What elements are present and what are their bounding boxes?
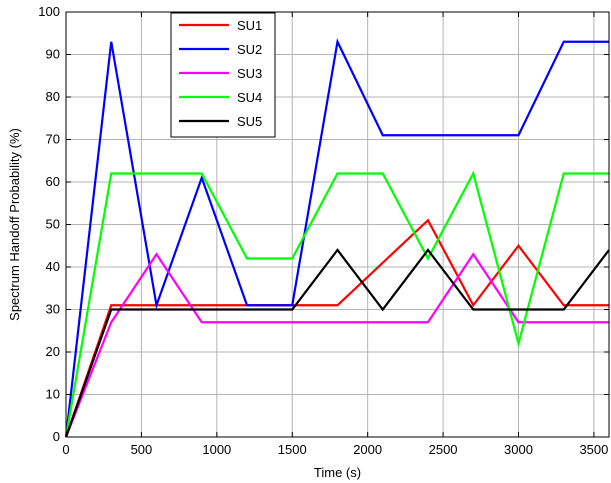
- y-tick-label: 60: [46, 174, 60, 189]
- legend: SU1 SU2 SU3 SU4 SU5: [170, 12, 276, 138]
- x-tick-label: 3000: [504, 442, 533, 457]
- x-tick-label: 2000: [353, 442, 382, 457]
- series-line-su5: [64, 248, 610, 438]
- legend-label-su1: SU1: [237, 18, 262, 33]
- series-lines: [64, 38, 610, 438]
- series-line-su4: [64, 170, 609, 438]
- legend-box: [170, 12, 276, 138]
- series-line-su2: [64, 38, 609, 438]
- legend-label-su3: SU3: [237, 66, 262, 81]
- legend-label-su5: SU5: [237, 114, 262, 129]
- y-tick-label: 50: [46, 217, 60, 232]
- grid: [66, 12, 609, 437]
- axis-ticks: 0 500 1000 1500 2000 2500 3000 3500 0 10 20 30 40 50 6…: [38, 4, 609, 457]
- series-line-su3: [64, 252, 609, 438]
- x-tick-label: 1000: [202, 442, 231, 457]
- x-axis-label: Time (s): [314, 465, 361, 480]
- x-tick-label: 500: [131, 442, 153, 457]
- legend-label-su4: SU4: [237, 90, 262, 105]
- y-tick-label: 80: [46, 89, 60, 104]
- y-tick-label: 10: [46, 387, 60, 402]
- legend-label-su2: SU2: [237, 42, 262, 57]
- y-tick-label: 100: [38, 4, 60, 19]
- y-tick-label: 30: [46, 302, 60, 317]
- y-tick-label: 0: [53, 429, 60, 444]
- x-tick-label: 2500: [429, 442, 458, 457]
- y-tick-label: 20: [46, 344, 60, 359]
- x-tick-label: 1500: [278, 442, 307, 457]
- y-axis-label: Spectrum Handoff Probability (%): [7, 128, 22, 321]
- y-tick-label: 40: [46, 259, 60, 274]
- x-tick-label: 3500: [579, 442, 608, 457]
- y-tick-label: 90: [46, 47, 60, 62]
- y-tick-label: 70: [46, 132, 60, 147]
- x-tick-label: 0: [62, 442, 69, 457]
